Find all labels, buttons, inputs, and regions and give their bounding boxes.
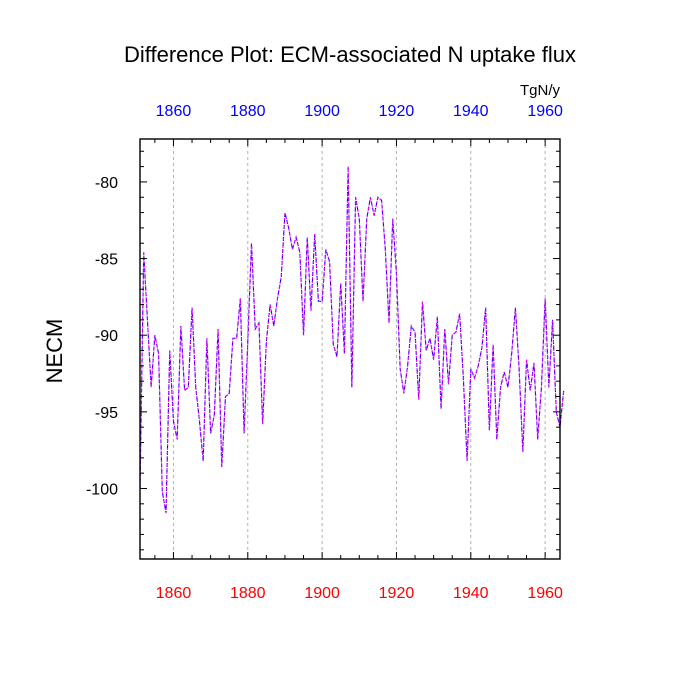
x-tick-label-top: 1880 [230, 103, 266, 120]
x-tick-label-bottom: 1940 [453, 585, 489, 602]
y-tick-label: -85 [95, 252, 118, 269]
grid-lines [172, 139, 546, 559]
plot-frame [139, 138, 561, 560]
x-tick-label-top: 1940 [453, 103, 489, 120]
x-tick-label-bottom: 1920 [379, 585, 415, 602]
units-label: TgN/y [520, 82, 561, 99]
y-tick-label: -90 [95, 328, 118, 345]
series-group [139, 166, 565, 514]
x-tick-label-bottom: 1900 [304, 585, 340, 602]
x-tick-label-top: 1900 [304, 103, 340, 120]
x-tick-label-bottom: 1860 [156, 585, 192, 602]
x-tick-label-top: 1960 [527, 103, 563, 120]
y-tick-label: -80 [95, 175, 118, 192]
x-tick-label-top: 1920 [379, 103, 415, 120]
x-tick-label-bottom: 1880 [230, 585, 266, 602]
series-line-1 [139, 166, 565, 514]
axes-group: 1860 1860 1880 1880 1900 1900 1920 1920 1940 1940… [86, 103, 563, 602]
x-tick-label-bottom: 1960 [527, 585, 563, 602]
chart-title: Difference Plot: ECM-associated N uptake… [124, 42, 576, 67]
y-tick-label: -95 [95, 405, 118, 422]
x-tick-label-top: 1860 [156, 103, 192, 120]
series-line-2 [139, 166, 565, 514]
y-tick-label: -100 [86, 481, 118, 498]
y-axis-label: NECM [42, 319, 67, 384]
